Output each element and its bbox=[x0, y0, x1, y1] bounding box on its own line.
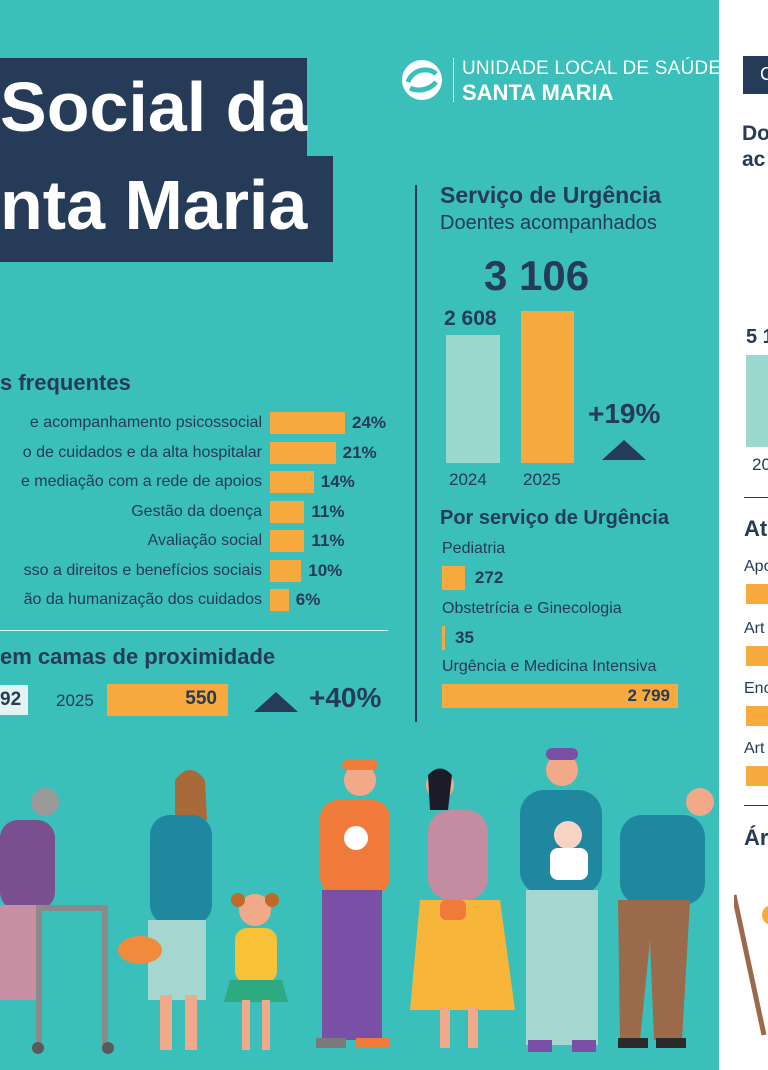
next-page-item-label: Enc bbox=[744, 680, 768, 697]
increase-triangle-icon bbox=[254, 692, 298, 712]
frequent-chart-value-label: 21% bbox=[342, 442, 377, 462]
urgency-subtitle: Doentes acompanhados bbox=[440, 212, 657, 234]
urgency-year-2024: 2024 bbox=[449, 470, 487, 489]
frequent-chart-bar bbox=[270, 530, 305, 552]
service-value-label: 2 799 bbox=[627, 686, 670, 705]
beds-change-label: +40% bbox=[309, 682, 382, 713]
next-page-tag bbox=[743, 56, 768, 94]
increase-triangle-icon bbox=[602, 440, 646, 460]
urgency-title: Serviço de Urgência bbox=[440, 182, 662, 208]
beds-year-label: 2025 bbox=[56, 691, 94, 710]
frequent-chart-category-label: Gestão da doença bbox=[131, 502, 262, 520]
people-illustration bbox=[0, 748, 714, 1054]
next-page-divider2 bbox=[744, 805, 768, 806]
service-bar bbox=[442, 626, 445, 650]
urgency-2025-bar bbox=[521, 311, 574, 463]
urgency-year-2025: 2025 bbox=[523, 470, 561, 489]
frequent-chart-bar bbox=[270, 589, 289, 611]
frequent-chart-category-label: ão da humanização dos cuidados bbox=[23, 591, 262, 608]
service-bar bbox=[442, 684, 678, 708]
urgency-2024-bar bbox=[446, 335, 500, 463]
next-page-item-bar bbox=[746, 766, 768, 786]
next-page-divider bbox=[744, 497, 768, 498]
section-divider bbox=[0, 630, 388, 631]
service-category-label: Obstetrícia e Ginecologia bbox=[442, 600, 622, 617]
page-title-line1: Social da bbox=[0, 68, 308, 146]
frequent-chart-bar bbox=[270, 559, 302, 582]
next-page-heading2: ac bbox=[742, 148, 766, 171]
service-category-label: Urgência e Medicina Intensiva bbox=[442, 658, 657, 675]
beds-prev-bar bbox=[0, 685, 28, 715]
right-page-background bbox=[719, 0, 768, 1070]
next-page-section3: Ár bbox=[744, 825, 768, 850]
next-page-tag-text: C bbox=[760, 64, 768, 84]
beds-chart-title: em camas de proximidade bbox=[0, 644, 276, 669]
frequent-chart-value-label: 24% bbox=[352, 413, 387, 432]
frequent-chart-category-label: e mediação com a rede de apoios bbox=[20, 473, 262, 490]
page-title-line2: nta Maria bbox=[0, 166, 308, 244]
logo-separator bbox=[453, 58, 454, 102]
beds-2025-value: 550 bbox=[185, 688, 217, 709]
frequent-chart-value-label: 10% bbox=[308, 560, 343, 580]
next-page-item-label: Art bbox=[744, 740, 765, 757]
next-page-item-bar bbox=[746, 646, 768, 666]
next-page-heading1: Do bbox=[742, 122, 768, 145]
frequent-chart-category-label: e acompanhamento psicossocial bbox=[29, 414, 262, 431]
frequent-chart-bar bbox=[270, 471, 314, 493]
title-box-bottom bbox=[0, 156, 333, 262]
service-bar bbox=[442, 566, 465, 590]
next-page-item-bar bbox=[746, 584, 768, 604]
beds-prev-value: 92 bbox=[0, 689, 22, 710]
frequent-chart-value-label: 6% bbox=[295, 590, 321, 609]
frequent-chart-title: s frequentes bbox=[0, 370, 131, 395]
service-category-label: Pediatria bbox=[442, 540, 506, 557]
next-page-item-label: Apo bbox=[744, 558, 768, 575]
frequent-chart-category-label: o de cuidados e da alta hospitalar bbox=[22, 443, 262, 461]
frequent-chart-bar bbox=[270, 412, 345, 434]
frequent-chart-value-label: 14% bbox=[320, 472, 355, 491]
next-page-axis: 20 bbox=[752, 455, 768, 474]
beds-2025-bar bbox=[107, 684, 228, 716]
next-page-value: 5 1 bbox=[746, 326, 768, 348]
next-page-item-label: Art bbox=[744, 620, 765, 637]
urgency-total: 3 106 bbox=[484, 252, 590, 299]
next-page-bar bbox=[746, 355, 768, 447]
frequent-chart-value-label: 11% bbox=[311, 531, 345, 550]
title-box-top bbox=[0, 58, 307, 156]
service-value-label: 272 bbox=[474, 568, 504, 587]
frequent-chart-category-label: Avaliação social bbox=[147, 532, 262, 549]
urgency-2024-value: 2 608 bbox=[444, 307, 497, 330]
column-divider bbox=[415, 185, 417, 722]
cane-icon bbox=[734, 894, 768, 1036]
urgency-change-label: +19% bbox=[588, 398, 661, 429]
frequent-chart-value-label: 11% bbox=[311, 501, 345, 521]
organization-name-line2: SANTA MARIA bbox=[462, 80, 614, 105]
service-value-label: 35 bbox=[455, 628, 474, 647]
frequent-chart-bar bbox=[270, 500, 305, 523]
organization-name-line1: UNIDADE LOCAL DE SAÚDE bbox=[462, 58, 722, 79]
next-page-item-bar bbox=[746, 706, 768, 726]
by-service-title: Por serviço de Urgência bbox=[440, 507, 669, 529]
frequent-chart-bar bbox=[270, 441, 336, 464]
organization-logo-icon bbox=[402, 60, 442, 100]
next-page-section2: At bbox=[744, 516, 768, 541]
frequent-chart-category-label: sso a direitos e benefícios sociais bbox=[23, 561, 262, 579]
